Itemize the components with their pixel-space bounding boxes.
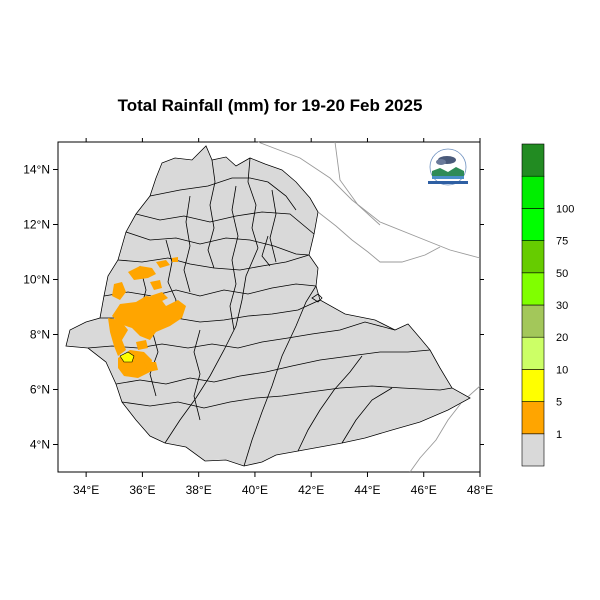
- x-tick-label: 38°E: [186, 483, 212, 497]
- legend-color-box: [521, 208, 545, 241]
- x-tick-label: 44°E: [354, 483, 380, 497]
- x-axis: 34°E 36°E 38°E 40°E 42°E 44°E 46°E 48°E: [73, 138, 493, 497]
- y-tick-label: 14°N: [23, 163, 50, 177]
- rainfall-patches-1-5mm: [108, 257, 186, 378]
- legend-color-box: [521, 175, 545, 209]
- x-tick-label: 42°E: [298, 483, 324, 497]
- legend-threshold-label: 1: [556, 429, 562, 441]
- y-tick-label: 6°N: [30, 383, 50, 397]
- legend-threshold-label: 5: [556, 397, 562, 409]
- admin-boundaries: [65, 145, 471, 467]
- y-axis: 14°N 12°N 10°N 8°N 6°N 4°N: [23, 163, 484, 452]
- legend-color-box: [521, 304, 545, 338]
- legend-threshold-label: 75: [556, 236, 568, 248]
- x-tick-label: 40°E: [242, 483, 268, 497]
- legend-color-box: [521, 336, 545, 370]
- legend-color-box: [521, 401, 545, 435]
- legend-color-box: [521, 433, 545, 467]
- legend-color-box: [521, 272, 545, 306]
- legend-threshold-label: 20: [556, 332, 568, 344]
- y-tick-label: 4°N: [30, 438, 50, 452]
- y-tick-label: 8°N: [30, 328, 50, 342]
- legend-color-box: [521, 369, 545, 402]
- rainfall-legend: 1 5 10 20 30 50 75 100: [521, 143, 574, 467]
- legend-color-box: [521, 143, 545, 177]
- map-title: Total Rainfall (mm) for 19-20 Feb 2025: [117, 96, 423, 115]
- y-tick-label: 10°N: [23, 273, 50, 287]
- legend-threshold-label: 10: [556, 364, 568, 376]
- x-tick-label: 36°E: [129, 483, 155, 497]
- legend-color-box: [521, 240, 545, 274]
- legend-threshold-label: 100: [556, 203, 574, 215]
- x-tick-label: 48°E: [467, 483, 493, 497]
- x-tick-label: 34°E: [73, 483, 99, 497]
- rainfall-patch-5-10mm: [119, 351, 135, 363]
- x-tick-label: 46°E: [411, 483, 437, 497]
- y-tick-label: 12°N: [23, 218, 50, 232]
- legend-threshold-label: 50: [556, 268, 568, 280]
- ethiopian-meteorology-logo-icon: [428, 148, 468, 186]
- legend-threshold-label: 30: [556, 300, 568, 312]
